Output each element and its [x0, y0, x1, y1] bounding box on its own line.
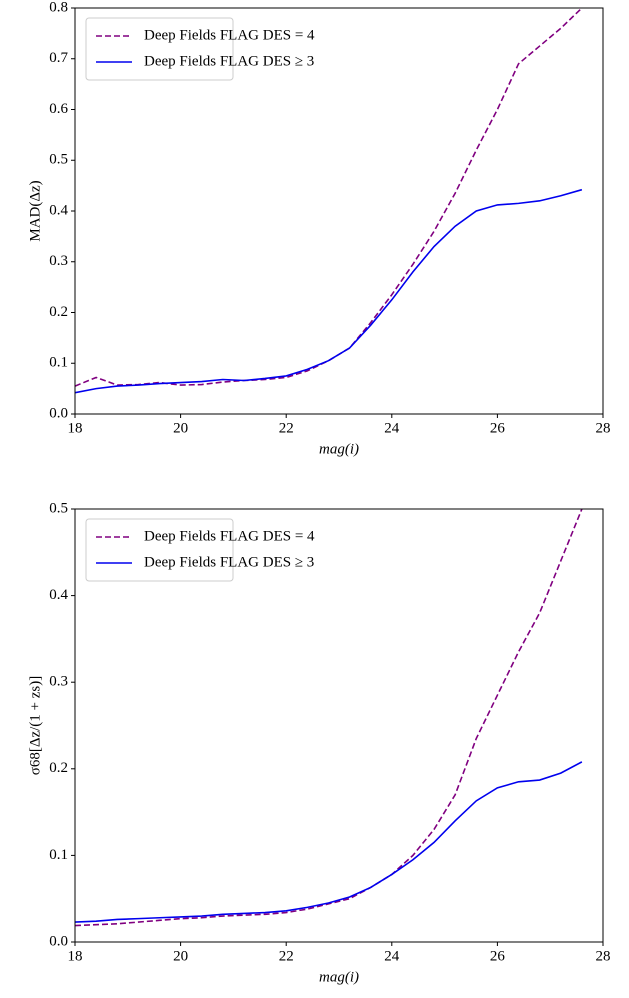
y-tick-label: 0.7: [49, 50, 68, 66]
legend-label: Deep Fields FLAG DES = 4: [144, 528, 315, 544]
y-tick-label: 0.6: [49, 101, 68, 117]
y-tick-label: 0.0: [49, 933, 68, 949]
legend-label: Deep Fields FLAG DES ≥ 3: [144, 53, 314, 69]
y-tick-label: 0.3: [49, 674, 68, 690]
series-line: [75, 509, 583, 927]
x-tick-label: 28: [596, 948, 611, 964]
x-tick-label: 26: [490, 420, 506, 436]
y-tick-label: 0.3: [49, 253, 68, 269]
x-tick-label: 18: [68, 948, 83, 964]
x-tick-label: 18: [68, 420, 83, 436]
x-tick-label: 22: [279, 420, 294, 436]
series-line: [75, 188, 583, 394]
y-tick-label: 0.2: [49, 760, 68, 776]
x-tick-label: 24: [384, 420, 400, 436]
legend-label: Deep Fields FLAG DES ≥ 3: [144, 554, 314, 570]
x-tick-label: 28: [596, 420, 611, 436]
y-tick-label: 0.2: [49, 304, 68, 320]
x-axis-label: mag(i): [319, 969, 359, 985]
x-tick-label: 24: [384, 948, 400, 964]
legend-label: Deep Fields FLAG DES = 4: [144, 27, 315, 43]
x-tick-label: 26: [490, 948, 506, 964]
legend-box: [85, 518, 234, 582]
y-tick-label: 0.1: [49, 355, 68, 371]
y-tick-label: 0.4: [49, 202, 68, 218]
y-axis-label: σ68[Δz/(1 + zs)]: [27, 676, 43, 776]
x-tick-label: 20: [173, 420, 188, 436]
x-tick-label: 22: [279, 948, 294, 964]
y-tick-label: 0.0: [49, 405, 68, 421]
y-axis-label: MAD(Δz): [27, 180, 43, 241]
y-tick-label: 0.4: [49, 587, 68, 603]
x-tick-label: 20: [173, 948, 188, 964]
series-line: [75, 761, 583, 923]
legend-box: [85, 17, 234, 81]
y-tick-label: 0.8: [49, 0, 68, 15]
y-tick-label: 0.5: [49, 500, 68, 516]
y-tick-label: 0.1: [49, 847, 68, 863]
y-tick-label: 0.5: [49, 152, 68, 168]
x-axis-label: mag(i): [319, 441, 359, 457]
plot-frame: [74, 508, 604, 943]
